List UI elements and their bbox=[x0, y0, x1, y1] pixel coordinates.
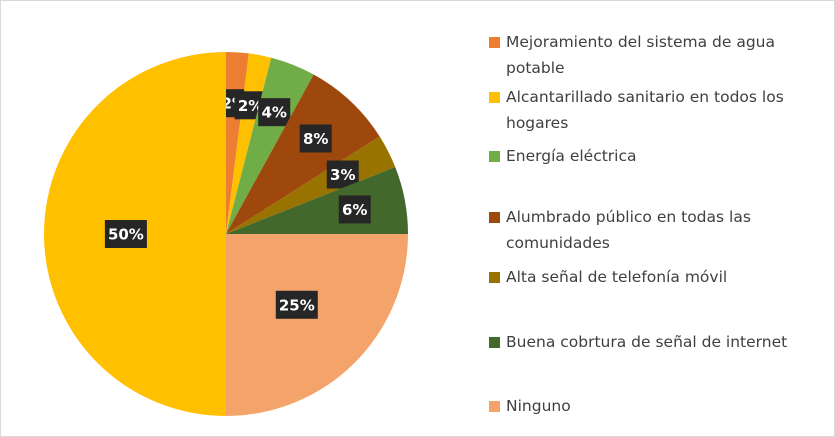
data-label: 50% bbox=[108, 226, 144, 244]
legend-label: Energía eléctrica bbox=[506, 147, 637, 165]
legend-swatch bbox=[489, 337, 500, 348]
legend-label: Ninguno bbox=[506, 397, 571, 415]
legend-label: Alta señal de telefonía móvil bbox=[506, 268, 728, 286]
legend-label: Alcantarillado sanitario en todos los ho… bbox=[506, 88, 784, 132]
legend-item: Ninguno bbox=[489, 393, 834, 419]
legend-label: Alumbrado público en todas las comunidad… bbox=[506, 208, 751, 252]
data-label: 8% bbox=[303, 130, 328, 148]
pie-slice bbox=[226, 234, 408, 416]
legend-item: Alumbrado público en todas las comunidad… bbox=[489, 204, 834, 256]
legend-item: Buena cobrtura de señal de internet bbox=[489, 329, 834, 355]
pie-slice bbox=[226, 57, 314, 234]
legend-label: Buena cobrtura de señal de internet bbox=[506, 333, 788, 351]
data-label: 4% bbox=[262, 104, 287, 122]
data-label-box bbox=[338, 195, 371, 224]
legend-swatch bbox=[489, 92, 500, 103]
legend-item: Alcantarillado sanitario en todos los ho… bbox=[489, 84, 834, 136]
data-label-box bbox=[275, 290, 318, 319]
data-label-box bbox=[299, 124, 332, 153]
legend-swatch bbox=[489, 212, 500, 223]
pie-slice bbox=[226, 74, 380, 235]
legend-label: Mejoramiento del sistema de agua potable bbox=[506, 33, 775, 77]
data-label-box bbox=[104, 220, 147, 248]
data-label-box bbox=[258, 98, 291, 127]
data-label: 25% bbox=[279, 296, 315, 314]
legend-item: Energía eléctrica bbox=[489, 143, 834, 169]
legend-swatch bbox=[489, 151, 500, 162]
legend-swatch bbox=[489, 272, 500, 283]
data-label: 2% bbox=[238, 97, 263, 115]
legend-item: Alta señal de telefonía móvil bbox=[489, 264, 834, 290]
legend-item: Mejoramiento del sistema de agua potable bbox=[489, 29, 834, 81]
legend-swatch bbox=[489, 401, 500, 412]
data-label: 3% bbox=[330, 166, 355, 184]
legend-swatch bbox=[489, 37, 500, 48]
legend: Mejoramiento del sistema de agua potable… bbox=[489, 1, 834, 436]
data-label: 6% bbox=[342, 201, 367, 219]
